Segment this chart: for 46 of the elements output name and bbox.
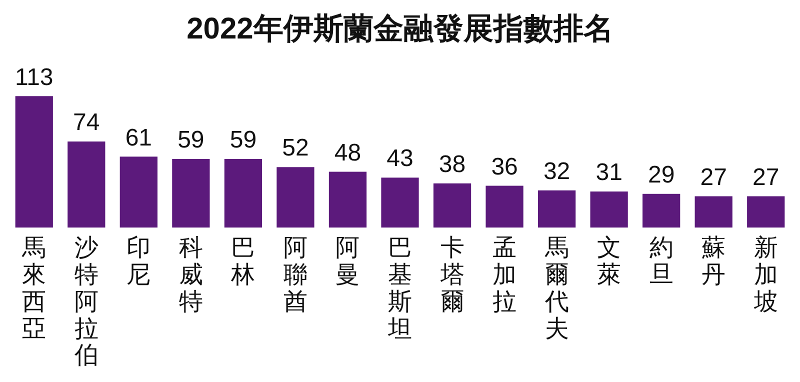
chart-title: 2022年伊斯蘭金融發展指數排名 <box>186 12 614 46</box>
bar <box>276 167 314 228</box>
data-label: 27 <box>700 164 727 191</box>
data-label: 48 <box>334 139 362 166</box>
bar <box>538 190 576 228</box>
bar <box>433 183 472 228</box>
data-label: 61 <box>125 124 152 152</box>
x-tick-label: 約旦 <box>649 234 674 289</box>
x-tick-label: 馬來西亞 <box>21 234 46 342</box>
x-tick-label: 巴基斯坦 <box>387 234 412 342</box>
x-tick-label: 孟加拉 <box>492 234 517 316</box>
data-label: 52 <box>282 134 309 162</box>
x-tick-label: 文萊 <box>597 234 622 289</box>
bar <box>120 156 158 228</box>
data-label: 43 <box>386 145 414 172</box>
x-tick-label: 馬爾代夫 <box>544 234 569 342</box>
x-tick-label: 阿聯酋 <box>283 234 308 316</box>
x-tick-label: 新加坡 <box>752 234 778 316</box>
data-label: 38 <box>438 151 466 178</box>
bar <box>694 196 732 228</box>
data-label: 29 <box>648 161 675 188</box>
bar <box>224 158 262 228</box>
data-label: 27 <box>752 164 780 191</box>
x-tick-label: 印尼 <box>126 234 151 289</box>
bar <box>15 96 53 228</box>
bar <box>642 194 680 228</box>
bar <box>486 186 524 228</box>
data-label: 74 <box>73 109 100 136</box>
x-tick-label: 蘇丹 <box>702 234 726 289</box>
bar <box>172 158 210 228</box>
bar <box>747 196 785 228</box>
x-tick-label: 卡塔爾 <box>439 234 464 316</box>
x-tick-label: 沙特阿拉伯 <box>73 234 98 370</box>
bar <box>381 178 419 228</box>
data-label: 32 <box>543 158 570 185</box>
bar <box>68 142 106 228</box>
data-label: 31 <box>596 159 622 186</box>
data-label: 113 <box>15 64 54 91</box>
data-label: 36 <box>491 153 518 180</box>
x-tick-label: 巴林 <box>230 234 256 289</box>
x-tick-label: 阿曼 <box>336 234 360 289</box>
x-tick-label: 科威特 <box>178 234 203 316</box>
bar <box>328 172 367 228</box>
data-label: 59 <box>230 126 257 154</box>
bar <box>590 192 628 228</box>
data-label: 59 <box>178 126 204 154</box>
